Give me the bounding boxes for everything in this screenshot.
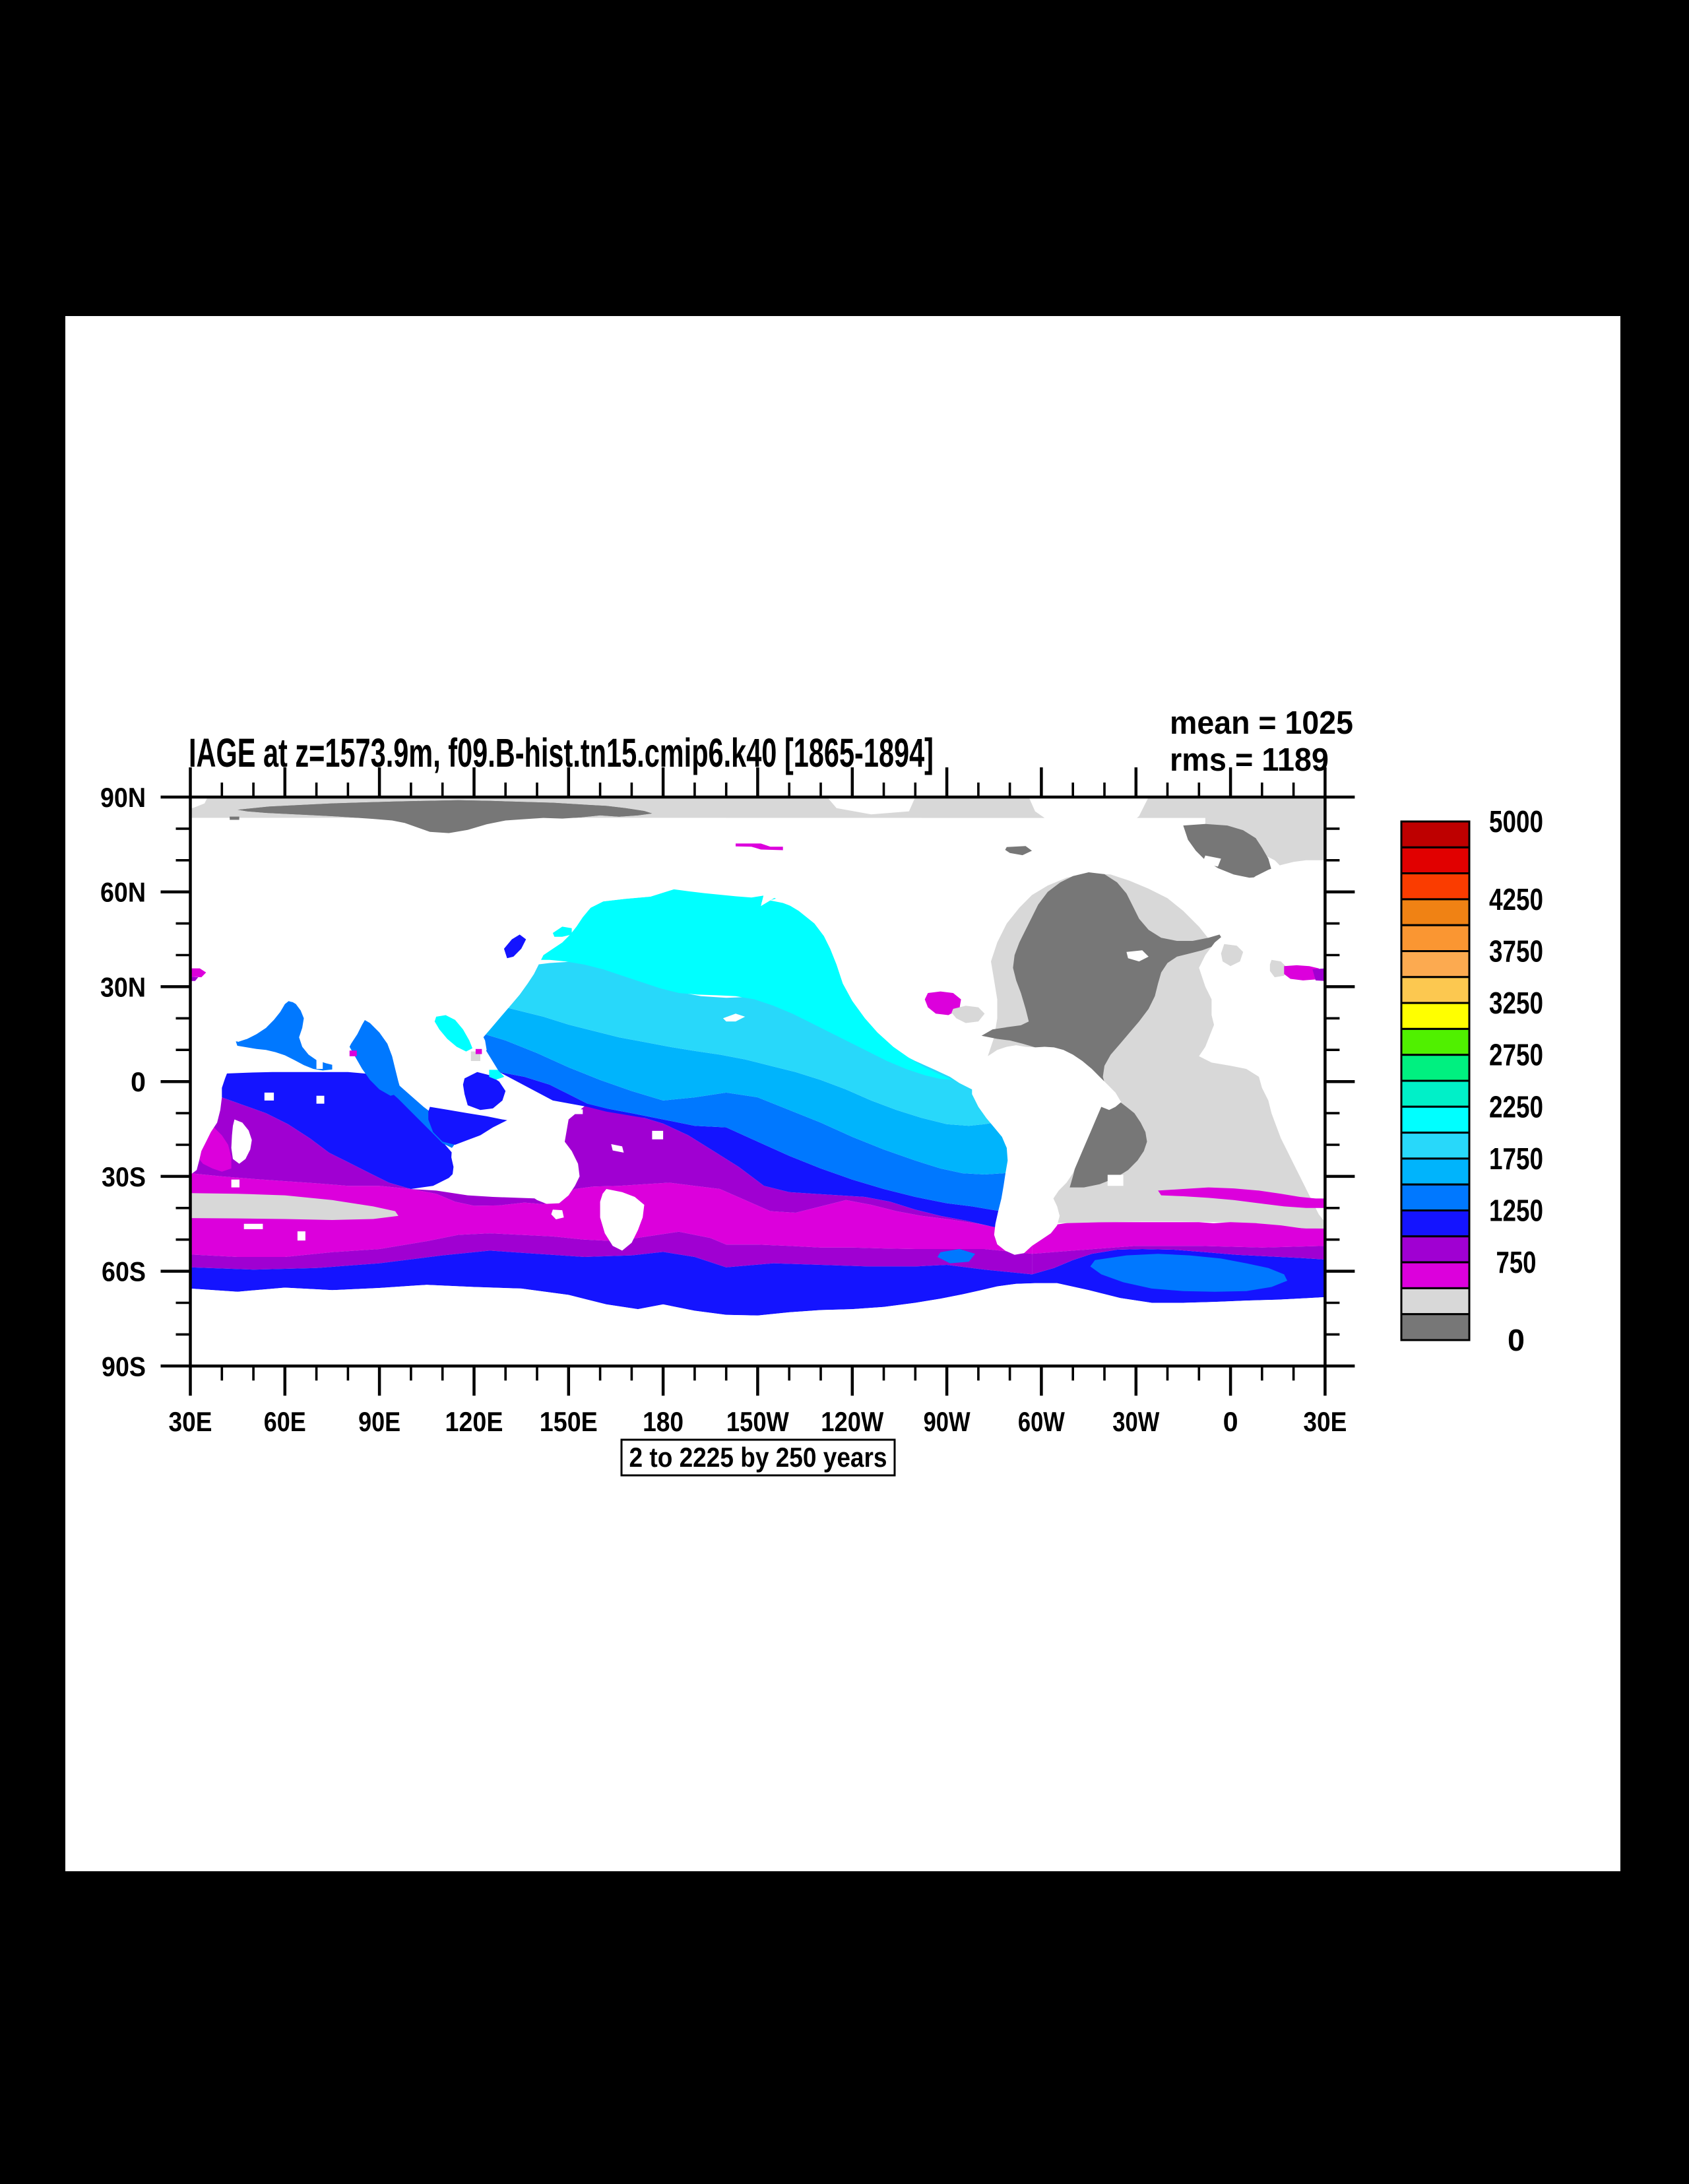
svg-text:4250: 4250	[1489, 882, 1543, 916]
svg-text:mean = 1025: mean = 1025	[1170, 705, 1353, 741]
svg-text:90E: 90E	[358, 1406, 400, 1437]
svg-text:90S: 90S	[102, 1351, 146, 1382]
svg-text:30E: 30E	[1303, 1406, 1347, 1437]
svg-text:90W: 90W	[924, 1406, 971, 1437]
svg-text:180: 180	[643, 1406, 684, 1437]
svg-text:1250: 1250	[1489, 1194, 1543, 1228]
svg-text:750: 750	[1496, 1245, 1537, 1279]
svg-text:150W: 150W	[726, 1406, 790, 1437]
svg-text:2250: 2250	[1489, 1089, 1543, 1124]
svg-text:3750: 3750	[1489, 934, 1543, 969]
svg-text:2 to 2225 by 250 years: 2 to 2225 by 250 years	[629, 1442, 887, 1473]
svg-text:30W: 30W	[1112, 1406, 1160, 1437]
svg-text:2750: 2750	[1489, 1038, 1543, 1072]
svg-text:0: 0	[1508, 1323, 1525, 1357]
svg-text:150E: 150E	[540, 1406, 598, 1437]
svg-text:90N: 90N	[100, 782, 146, 813]
svg-text:60N: 60N	[100, 877, 146, 908]
svg-text:1750: 1750	[1489, 1141, 1543, 1176]
svg-text:3250: 3250	[1489, 986, 1543, 1020]
svg-text:30N: 30N	[100, 971, 146, 1002]
svg-text:60W: 60W	[1018, 1406, 1066, 1437]
svg-text:120E: 120E	[445, 1406, 503, 1437]
svg-text:rms = 1189: rms = 1189	[1170, 742, 1329, 778]
svg-text:5000: 5000	[1489, 804, 1543, 839]
svg-text:IAGE at z=1573.9m, f09.B-hist.: IAGE at z=1573.9m, f09.B-hist.tn15.cmip6…	[189, 730, 934, 775]
svg-text:30S: 30S	[102, 1161, 146, 1192]
svg-text:30E: 30E	[169, 1406, 212, 1437]
svg-text:60S: 60S	[102, 1256, 146, 1287]
svg-text:60E: 60E	[264, 1406, 306, 1437]
svg-text:0: 0	[131, 1066, 146, 1097]
svg-text:120W: 120W	[821, 1406, 884, 1437]
svg-text:0: 0	[1223, 1406, 1238, 1437]
